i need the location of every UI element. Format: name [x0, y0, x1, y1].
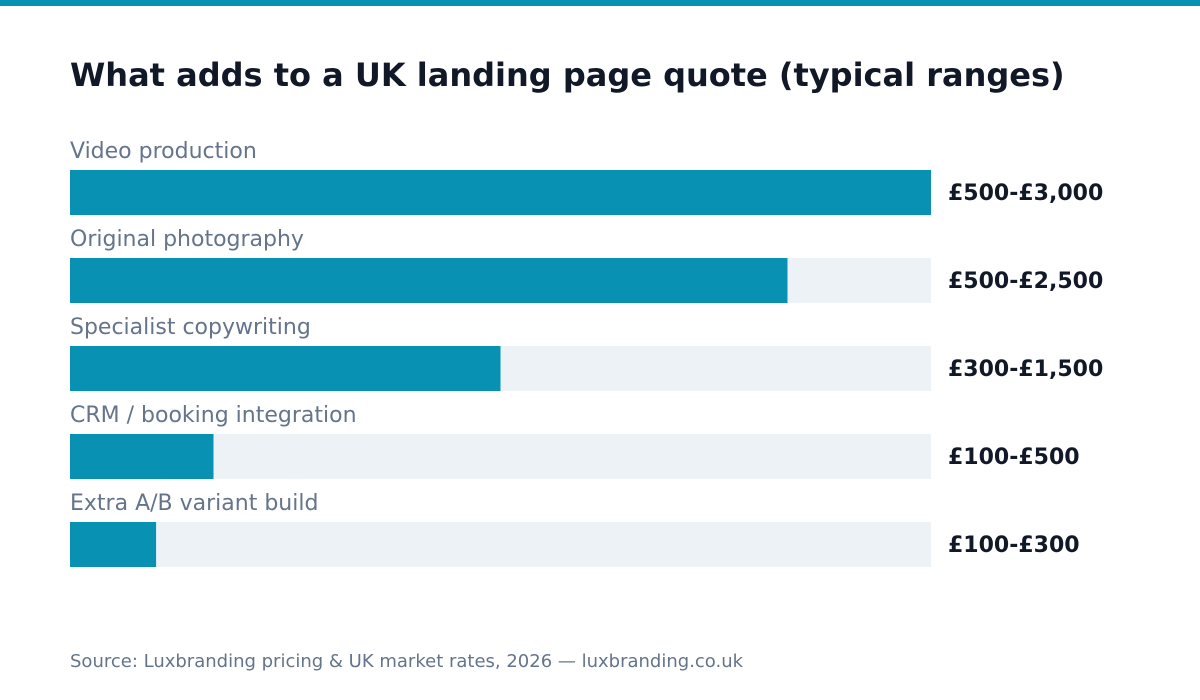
- chart-title: What adds to a UK landing page quote (ty…: [70, 56, 1065, 94]
- top-accent-bar: [0, 0, 1200, 6]
- bar: [70, 522, 157, 567]
- category-label: Original photography: [70, 227, 304, 252]
- bar-chart: Video production £500-£3,000 Original phot…: [70, 139, 1103, 567]
- bar-track: [70, 522, 931, 567]
- category-label: CRM / booking integration: [70, 403, 357, 428]
- value-label: £500-£3,000: [948, 181, 1103, 206]
- source-note: Source: Luxbranding pricing & UK market …: [70, 651, 744, 672]
- value-label: £300-£1,500: [948, 357, 1103, 382]
- category-label: Extra A/B variant build: [70, 491, 318, 516]
- value-label: £100-£500: [948, 445, 1080, 470]
- value-label: £100-£300: [948, 533, 1080, 558]
- bar: [70, 258, 788, 303]
- category-label: Video production: [70, 139, 257, 164]
- bar: [70, 346, 501, 391]
- value-label: £500-£2,500: [948, 269, 1103, 294]
- category-label: Specialist copywriting: [70, 315, 311, 340]
- bar: [70, 170, 931, 215]
- bar: [70, 434, 214, 479]
